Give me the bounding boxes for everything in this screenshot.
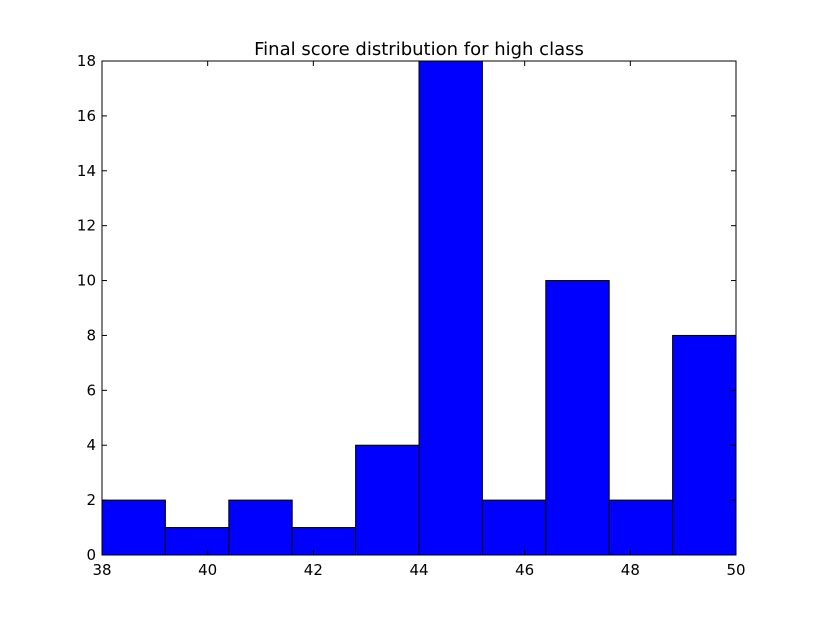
- y-axis: 0 2 4 6 8 10 12 14 16 18: [77, 52, 736, 564]
- plot-frame: [101, 60, 737, 556]
- histogram-bar: [545, 280, 610, 556]
- y-tick-label: 2: [86, 491, 96, 509]
- y-tick-label: 0: [86, 546, 96, 564]
- histogram-bar: [101, 499, 166, 556]
- histogram-bar: [355, 444, 420, 556]
- x-tick-label: 40: [198, 561, 217, 579]
- y-tick-label: 14: [77, 162, 96, 180]
- y-tick-label: 8: [86, 326, 96, 344]
- histogram-bar: [228, 499, 293, 556]
- histogram-bar: [672, 334, 737, 556]
- y-tick-label: 10: [77, 272, 96, 290]
- chart-title: Final score distribution for high class: [254, 39, 584, 60]
- bars-group: [101, 60, 737, 556]
- y-tick-label: 6: [86, 381, 96, 399]
- x-tick-label: 44: [409, 561, 428, 579]
- histogram-bar: [164, 527, 230, 556]
- histogram-bar: [481, 499, 547, 556]
- y-tick-label: 12: [77, 217, 96, 235]
- x-tick-label: 48: [621, 561, 640, 579]
- x-tick-label: 46: [515, 561, 534, 579]
- histogram-bar: [608, 499, 674, 556]
- y-tick-label: 18: [77, 52, 96, 70]
- y-tick-label: 16: [77, 107, 96, 125]
- histogram-bar: [418, 60, 483, 556]
- x-tick-label: 42: [304, 561, 323, 579]
- x-tick-label: 38: [92, 561, 111, 579]
- histogram-bar: [291, 527, 357, 556]
- y-tick-label: 4: [86, 436, 96, 454]
- x-tick-label: 50: [726, 561, 745, 579]
